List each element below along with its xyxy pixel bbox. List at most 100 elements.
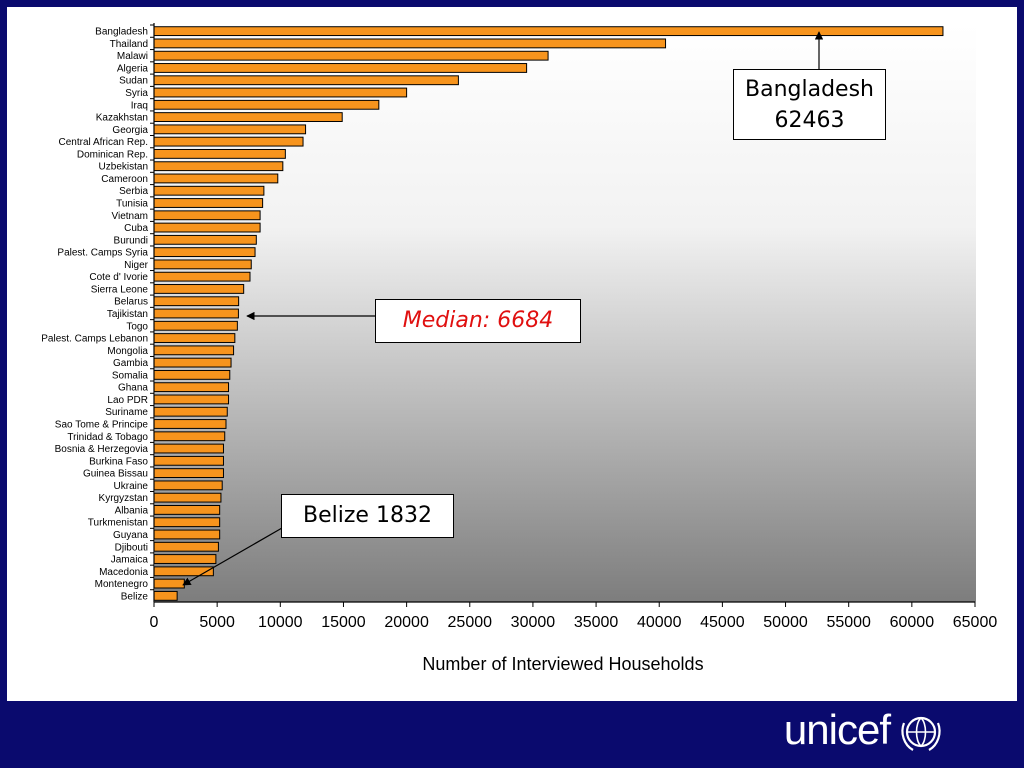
bar-serbia (153, 185, 265, 196)
y-tick-label: Djibouti (115, 542, 148, 553)
x-tick-label: 60000 (890, 614, 935, 631)
bar-cameroon (153, 173, 279, 184)
bar-belize (153, 590, 178, 601)
bar-turkmenistan (153, 517, 221, 528)
bar-algeria (153, 63, 528, 73)
belize-arrow (182, 527, 283, 586)
y-tick-label: Macedonia (99, 567, 148, 578)
bar-jamaica (153, 554, 217, 564)
bar-tajikistan (153, 308, 239, 319)
y-tick-label: Gambia (113, 358, 148, 369)
bar-bangladesh (153, 26, 944, 37)
y-tick-label: Mongolia (107, 346, 148, 357)
y-tick-label: Suriname (105, 407, 148, 418)
bar-burkina-faso (153, 455, 224, 466)
y-tick-label: Palest. Camps Syria (57, 248, 148, 259)
x-tick-label: 25000 (448, 614, 493, 631)
x-tick-label: 15000 (321, 614, 366, 631)
bar-ukraine (153, 480, 223, 491)
bar-trinidad-tobago (153, 431, 226, 442)
bar-burundi (153, 234, 257, 245)
bar-sudan (153, 75, 459, 86)
bar-vietnam (153, 210, 261, 221)
y-tick-label: Bangladesh (95, 27, 148, 38)
bar-central-african-rep- (153, 136, 304, 147)
y-tick-label: Burkina Faso (89, 456, 148, 467)
bar-guyana (153, 529, 221, 540)
bangladesh-callout: Bangladesh 62463 (733, 69, 886, 140)
y-tick-label: Malawi (117, 51, 148, 62)
bar-syria (153, 87, 408, 98)
bar-mongolia (153, 345, 235, 356)
x-tick-label: 35000 (574, 614, 619, 631)
y-tick-label: Syria (125, 88, 148, 99)
y-tick-label: Guyana (113, 530, 148, 541)
bangladesh-callout-value: 62463 (774, 108, 845, 133)
unicef-emblem-icon (901, 716, 941, 751)
bar-kazakhstan (153, 112, 343, 122)
belize-callout: Belize 1832 (281, 494, 454, 538)
bar-guinea-bissau (153, 468, 224, 479)
y-tick-label: Georgia (112, 125, 148, 136)
bar-palest-camps-lebanon (153, 333, 236, 343)
y-tick-label: Iraq (131, 100, 148, 111)
bangladesh-callout-name: Bangladesh (745, 77, 874, 102)
y-tick-label: Kazakhstan (96, 113, 148, 124)
bar-montenegro (153, 578, 185, 589)
bar-belarus (153, 296, 240, 307)
bar-suriname (153, 406, 228, 417)
y-tick-label: Burundi (114, 235, 148, 246)
y-tick-label: Guinea Bissau (83, 469, 148, 480)
bar-sierra-leone (153, 284, 245, 294)
bar-thailand (153, 38, 667, 49)
y-tick-label: Cameroon (101, 174, 148, 185)
y-tick-label: Jamaica (111, 555, 149, 566)
y-tick-label: Turkmenistan (88, 518, 148, 529)
x-tick-label: 65000 (953, 614, 998, 631)
y-tick-label: Vietnam (111, 211, 148, 222)
bar-georgia (153, 124, 307, 135)
x-axis-label: Number of Interviewed Households (422, 654, 703, 674)
bar-togo (153, 320, 238, 331)
bar-bosnia-herzegovia (153, 443, 224, 454)
bar-lao-pdr (153, 394, 230, 405)
bar-gambia (153, 357, 232, 368)
x-tick-label: 20000 (384, 614, 429, 631)
unicef-logo-text: unicef (783, 706, 891, 753)
y-tick-label: Kyrgyzstan (99, 493, 148, 504)
footer-bar (0, 701, 1024, 768)
y-tick-label: Palest. Camps Lebanon (41, 334, 148, 345)
y-tick-label: Dominican Rep. (77, 149, 148, 160)
y-tick-label: Montenegro (95, 579, 149, 590)
bar-malawi (153, 50, 549, 61)
y-tick-label: Tajikistan (107, 309, 148, 320)
x-tick-label: 10000 (258, 614, 303, 631)
y-tick-label: Ukraine (114, 481, 149, 492)
y-tick-label: Uzbekistan (99, 162, 148, 173)
y-tick-label: Belize (121, 591, 149, 602)
bar-ghana (153, 382, 230, 393)
bar-tunisia (153, 198, 264, 208)
y-tick-label: Somalia (112, 370, 149, 381)
bar-macedonia (153, 566, 214, 577)
median-callout: Median: 6684 (375, 299, 581, 343)
bar-iraq (153, 99, 380, 110)
y-tick-label: Niger (124, 260, 149, 271)
x-tick-label: 40000 (637, 614, 682, 631)
x-tick-label: 55000 (826, 614, 871, 631)
bar-palest-camps-syria (153, 247, 256, 258)
y-tick-label: Lao PDR (107, 395, 148, 406)
y-tick-label: Sierra Leone (91, 284, 149, 295)
x-tick-label: 30000 (511, 614, 556, 631)
y-tick-label: Albania (115, 505, 149, 516)
bar-kyrgyzstan (153, 492, 222, 503)
y-tick-label: Bosnia & Herzegovia (55, 444, 149, 455)
y-tick-label: Togo (126, 321, 148, 332)
bar-dominican-rep- (153, 148, 286, 159)
y-tick-label: Central African Rep. (59, 137, 149, 148)
unicef-logo: unicef (784, 706, 942, 754)
bar-albania (153, 505, 221, 515)
bar-uzbekistan (153, 161, 284, 172)
y-tick-label: Sao Tome & Principe (55, 419, 149, 430)
y-tick-label: Sudan (119, 76, 148, 87)
